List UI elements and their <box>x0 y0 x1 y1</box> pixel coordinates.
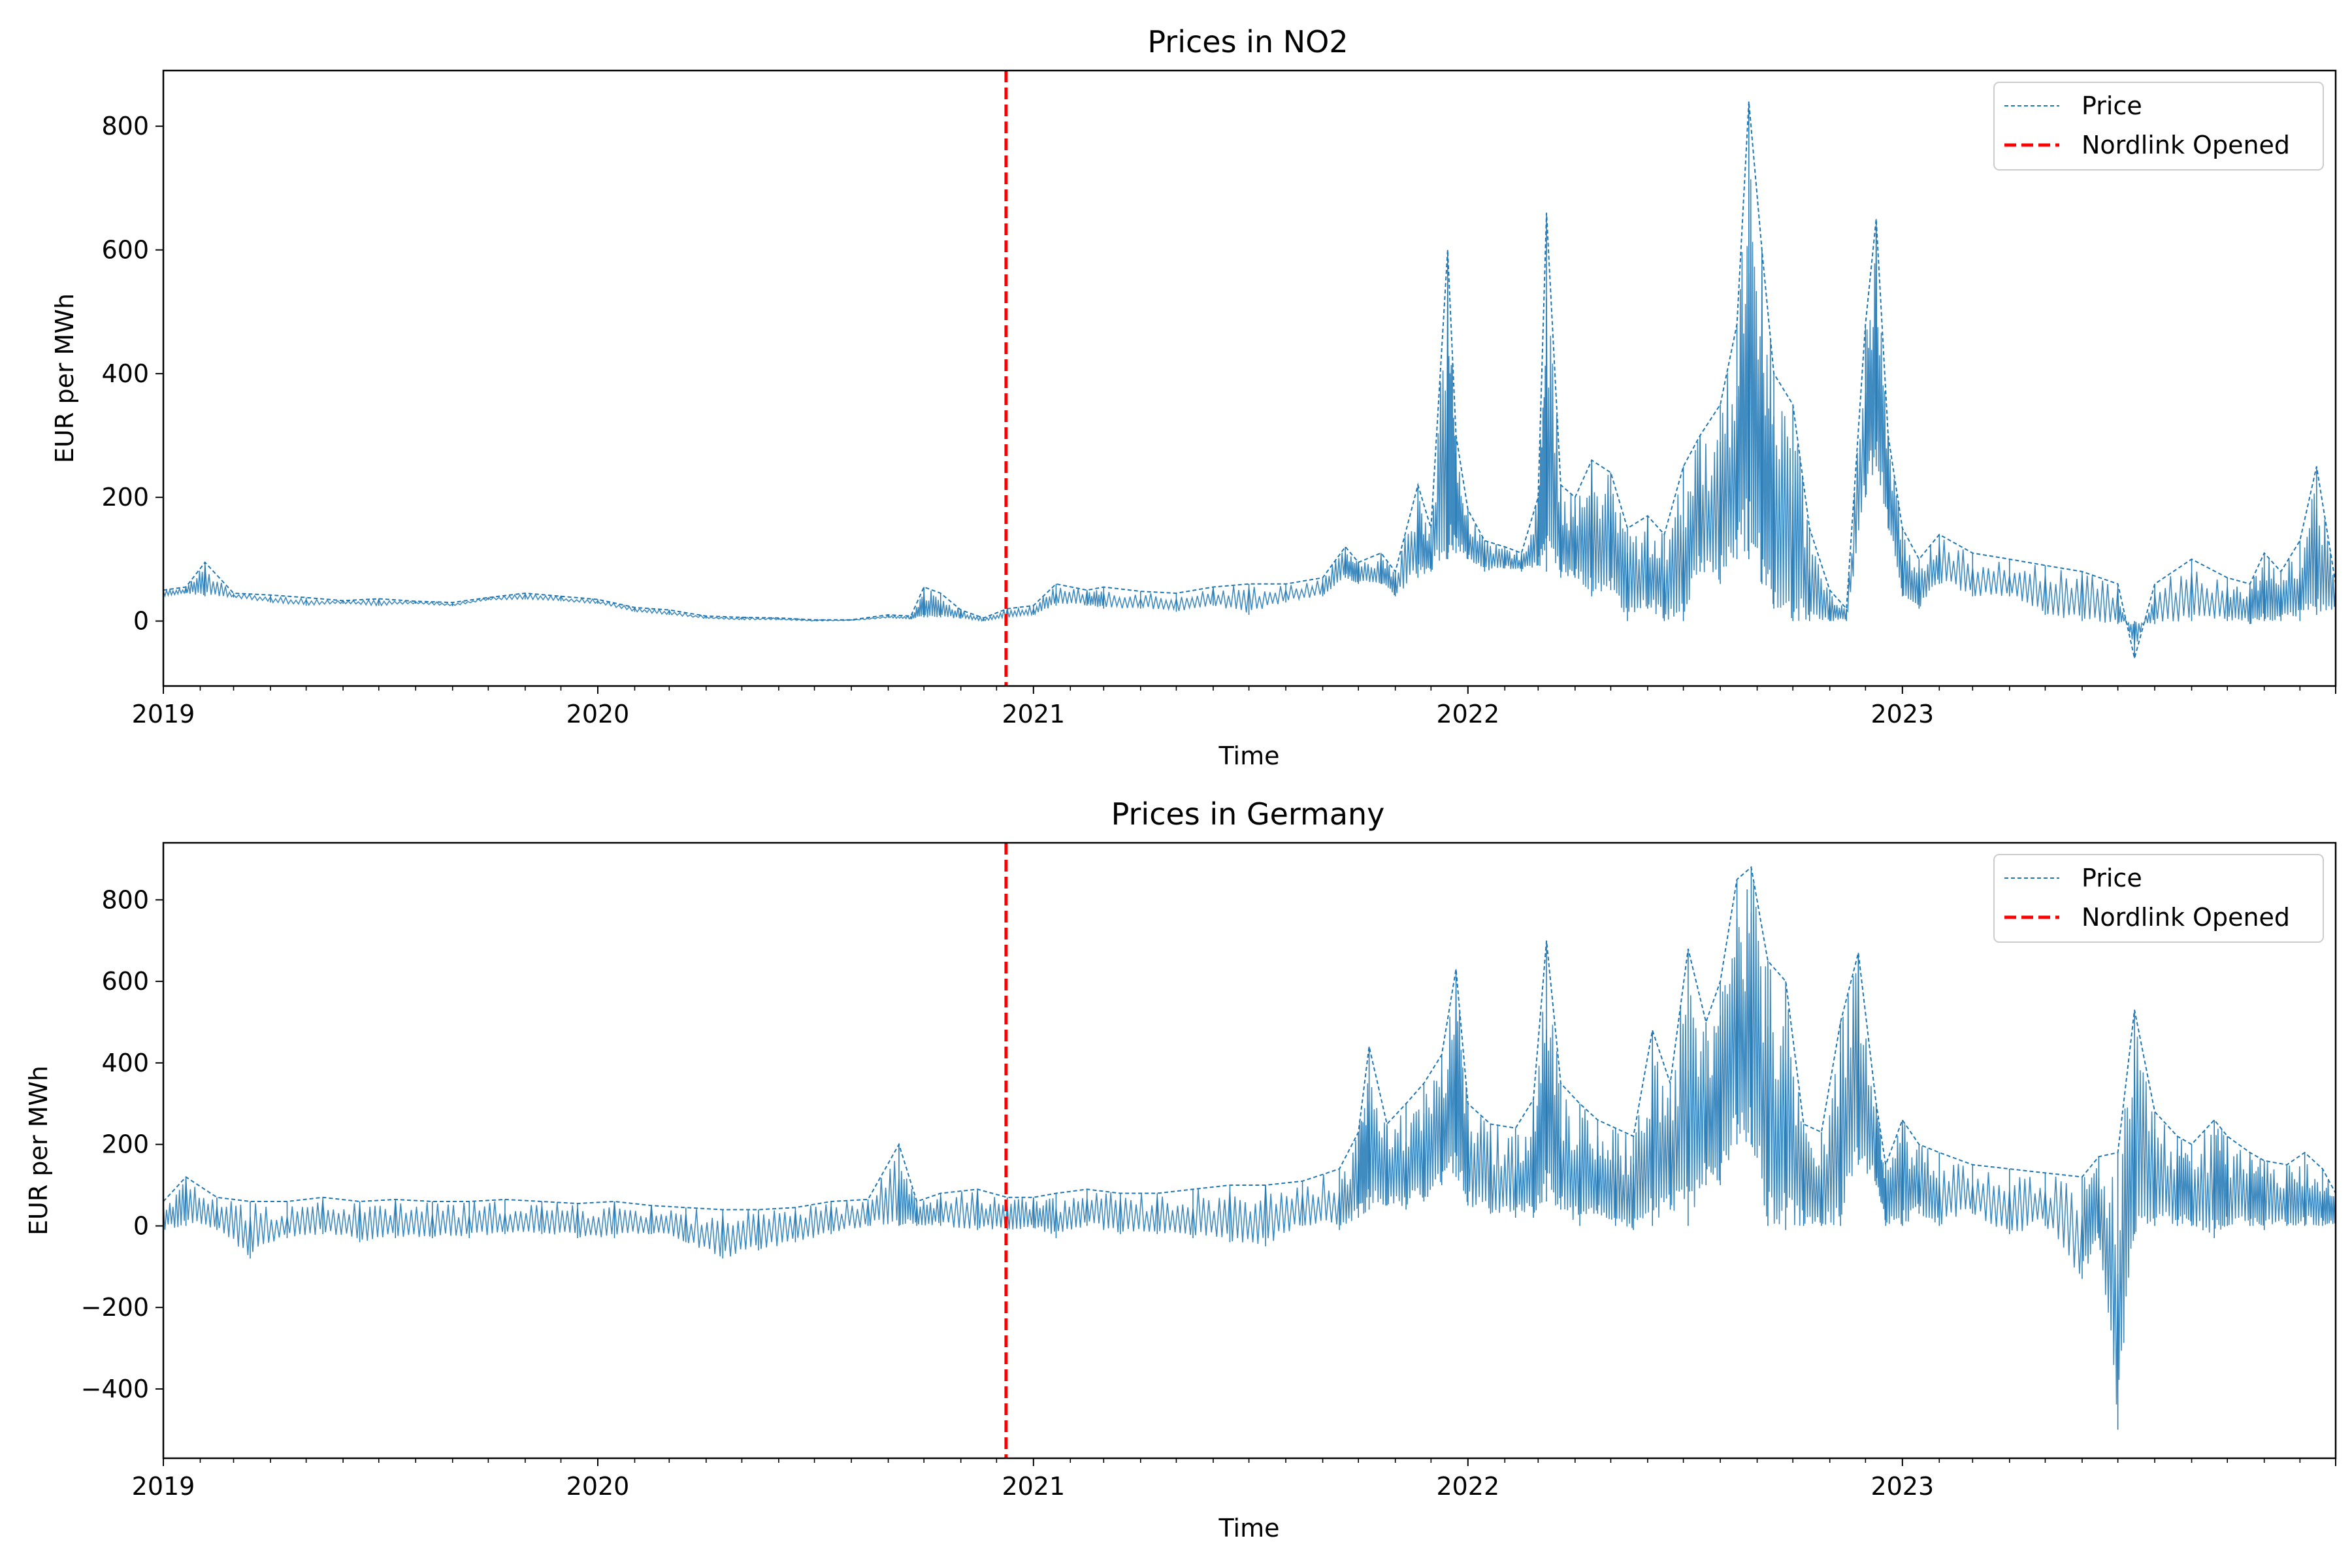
legend-box <box>1993 82 2324 171</box>
axes-frame <box>162 841 2337 1460</box>
price-series-line <box>163 883 2336 1405</box>
x-tick-label: 2023 <box>1870 700 1934 728</box>
plot-area <box>162 841 2337 1460</box>
x-tick-label: 2023 <box>1870 1472 1934 1501</box>
series-lines <box>163 71 2336 686</box>
y-tick-label: 400 <box>101 359 149 388</box>
y-tick-label: 200 <box>101 483 149 512</box>
y-tick-label: 400 <box>101 1049 149 1077</box>
x-axis: 2019 2020 2021 2022 2023 <box>132 686 2336 728</box>
x-tick-label: 2020 <box>566 1472 630 1501</box>
legend[interactable]: Price Nordlink Opened <box>1993 82 2324 171</box>
plot-area <box>162 69 2337 687</box>
x-tick-label: 2019 <box>132 1472 195 1501</box>
legend-label-price: Price <box>2082 91 2142 120</box>
y-tick-label: −200 <box>81 1293 149 1322</box>
x-tick-label: 2019 <box>132 700 195 728</box>
y-tick-label: 0 <box>133 607 149 636</box>
y-tick-label: 800 <box>101 885 149 914</box>
y-axis-label: EUR per MWh <box>24 1066 53 1235</box>
series-lines <box>163 843 2336 1458</box>
y-tick-label: 600 <box>101 967 149 996</box>
y-tick-label: 0 <box>133 1211 149 1240</box>
x-tick-label: 2020 <box>566 700 630 728</box>
y-axis: 0 200 400 600 800 <box>101 112 163 636</box>
y-tick-label: 800 <box>101 112 149 140</box>
x-axis-label: Time <box>1218 1514 1280 1543</box>
y-tick-label: −400 <box>81 1375 149 1403</box>
chart-title: Prices in NO2 <box>1147 24 1348 59</box>
legend-label-price: Price <box>2082 864 2142 892</box>
x-tick-label: 2022 <box>1436 700 1499 728</box>
x-axis: 2019 2020 2021 2022 2023 <box>132 1458 2336 1501</box>
legend-label-nordlink: Nordlink Opened <box>2082 903 2290 932</box>
y-axis: −400 −200 0 200 400 600 800 <box>81 885 163 1403</box>
x-tick-label: 2022 <box>1436 1472 1499 1501</box>
legend-box <box>1993 854 2324 943</box>
x-axis-label: Time <box>1218 742 1280 770</box>
x-tick-label: 2021 <box>1002 700 1065 728</box>
chart-no2: Prices in NO2 0 200 400 600 800 2019 2020 2021… <box>50 24 2337 770</box>
chart-germany: Prices in Germany −400−2000200400600800 … <box>24 796 2337 1543</box>
y-tick-label: 600 <box>101 236 149 265</box>
y-tick-label: 200 <box>101 1130 149 1159</box>
legend-label-nordlink: Nordlink Opened <box>2082 131 2290 159</box>
chart-title: Prices in Germany <box>1111 796 1385 832</box>
axes-frame <box>162 69 2337 687</box>
x-tick-label: 2021 <box>1002 1472 1065 1501</box>
legend[interactable]: Price Nordlink Opened <box>1993 854 2324 943</box>
y-axis-label: EUR per MWh <box>50 293 79 463</box>
